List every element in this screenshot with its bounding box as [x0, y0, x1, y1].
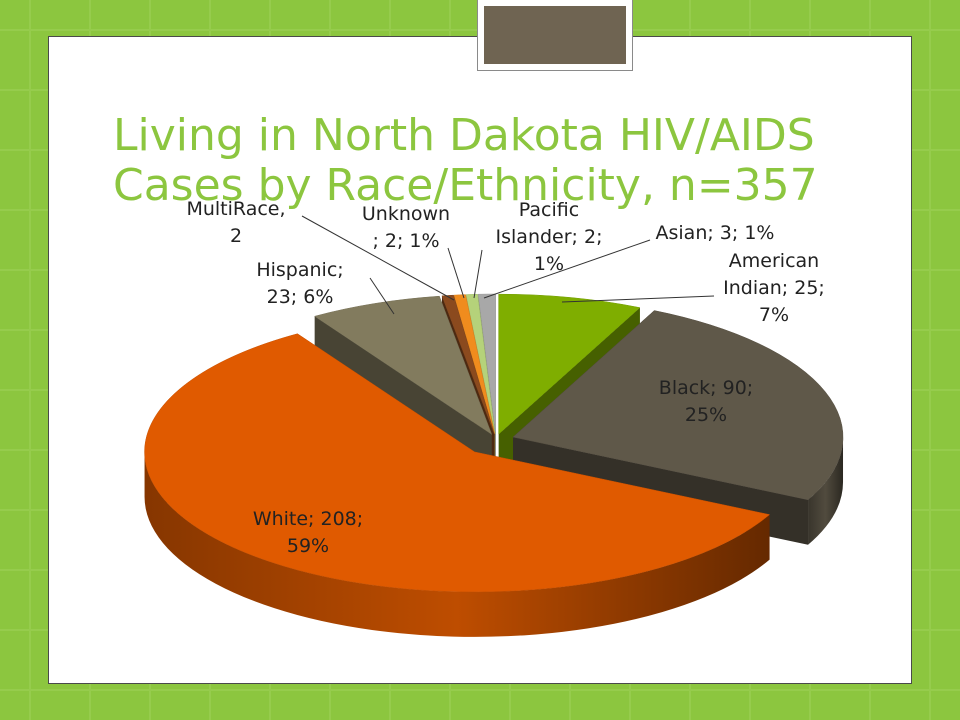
data-label-pacific-islander: Pacific Islander; 2; 1% [496, 199, 603, 275]
pie-slice-top [441, 294, 495, 435]
pie-slice-top [498, 293, 641, 435]
slide-title: Living in North Dakota HIV/AIDS Cases by… [113, 111, 913, 211]
data-label-asian: Asian; 3; 1% [656, 222, 775, 244]
pie-slice-wall [144, 451, 770, 637]
pie-slice-top [465, 293, 496, 435]
title-tab-decoration [478, 0, 632, 70]
leader-line-asian [483, 239, 651, 299]
pie-slice-top [144, 333, 771, 593]
data-label-black: Black; 90; 25% [659, 377, 753, 426]
data-label-american-indian: American Indian; 25; 7% [723, 250, 825, 326]
data-label-multirace: MultiRace, 2 [186, 198, 285, 247]
leader-line-pacific-islander [473, 249, 483, 299]
pie-slice-wall [808, 437, 844, 545]
pie-slice-top [314, 295, 493, 436]
pie-slice-top [453, 294, 495, 435]
data-label-white: White; 208; 59% [253, 508, 363, 557]
pie-slice-white [144, 333, 771, 637]
data-label-hispanic: Hispanic; 23; 6% [256, 259, 343, 308]
title-line-2: Cases by Race/Ethnicity, n=357 [113, 160, 818, 211]
leader-line-hispanic [369, 277, 395, 315]
pie-slice-top [512, 310, 844, 501]
leader-line-multirace [301, 215, 455, 301]
leader-line-unknown [447, 247, 465, 299]
data-label-unknown: Unknown; 2; 1% [362, 203, 450, 252]
title-line-1: Living in North Dakota HIV/AIDS [113, 110, 815, 161]
leader-line-american-indian [561, 295, 715, 303]
